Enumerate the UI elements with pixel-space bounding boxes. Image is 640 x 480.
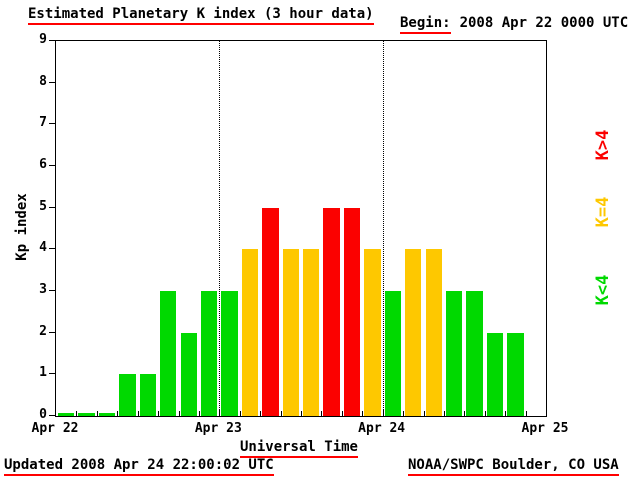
kp-bar	[221, 291, 238, 416]
x-tick	[443, 411, 445, 416]
legend-item: K>4	[593, 129, 613, 161]
x-tick	[321, 411, 323, 416]
kp-bar	[445, 291, 463, 416]
legend-item: K<4	[593, 274, 613, 306]
kp-bar	[303, 249, 320, 416]
legend-item: K=4	[593, 196, 613, 228]
x-tick	[525, 411, 527, 416]
kp-bar	[160, 291, 177, 416]
x-tick	[505, 411, 507, 416]
x-tick	[239, 411, 241, 416]
begin-label: Begin:	[400, 15, 451, 34]
kp-bar	[343, 207, 361, 416]
begin-info: Begin: 2008 Apr 22 0000 UTC	[400, 15, 629, 34]
x-tick	[137, 411, 139, 416]
x-tick	[158, 411, 160, 416]
x-tick-label: Apr 23	[194, 421, 242, 436]
x-tick	[117, 411, 119, 416]
x-tick	[484, 411, 486, 416]
x-tick	[280, 411, 282, 416]
x-tick	[260, 411, 262, 416]
plot-area	[55, 40, 547, 417]
x-tick	[341, 411, 343, 416]
x-tick	[423, 411, 425, 416]
kp-bar	[486, 332, 504, 416]
x-tick	[382, 409, 384, 416]
y-tick-label: 0	[39, 407, 47, 422]
kp-bar	[282, 249, 299, 416]
kp-bar	[98, 413, 116, 416]
y-tick-label: 8	[39, 73, 47, 89]
x-tick	[301, 411, 302, 416]
day-boundary-line	[382, 41, 384, 416]
x-tick-label: Apr 22	[31, 421, 79, 436]
x-tick	[464, 411, 466, 416]
x-tick	[178, 411, 180, 416]
kp-bar	[139, 374, 157, 416]
kp-bar	[507, 332, 524, 416]
x-tick-label: Apr 24	[358, 421, 406, 436]
kp-bar	[364, 249, 381, 416]
y-axis-title: Kp index	[14, 193, 30, 261]
kp-bar	[180, 332, 197, 416]
kp-bar	[384, 291, 402, 416]
kp-bar	[425, 249, 442, 416]
day-boundary-line	[219, 41, 221, 416]
x-axis-title: Universal Time	[229, 439, 369, 458]
x-tick	[76, 411, 78, 416]
kp-bar	[241, 249, 259, 416]
x-tick-label: Apr 25	[521, 421, 569, 436]
kp-bar	[200, 291, 218, 416]
source-credit: NOAA/SWPC Boulder, CO USA	[408, 457, 619, 476]
y-tick-label: 9	[39, 32, 47, 47]
y-tick-label: 1	[39, 365, 47, 381]
y-tick-label: 2	[39, 323, 47, 339]
begin-value: 2008 Apr 22 0000 UTC	[459, 15, 629, 31]
x-axis-title-text: Universal Time	[239, 439, 358, 458]
kp-bar	[466, 291, 483, 416]
kp-bar	[323, 207, 340, 416]
kp-bar	[119, 374, 136, 416]
chart-title: Estimated Planetary K index (3 hour data…	[28, 6, 374, 25]
kp-bar	[262, 207, 279, 416]
x-tick	[403, 411, 405, 416]
kp-bar	[58, 413, 75, 416]
y-tick-label: 7	[39, 115, 47, 131]
x-tick	[198, 411, 200, 416]
x-tick	[96, 411, 98, 416]
x-tick	[362, 411, 364, 416]
x-tick	[219, 409, 221, 416]
kp-bar	[78, 413, 95, 416]
updated-timestamp: Updated 2008 Apr 24 22:00:02 UTC	[4, 457, 274, 476]
kp-bar	[405, 249, 422, 416]
